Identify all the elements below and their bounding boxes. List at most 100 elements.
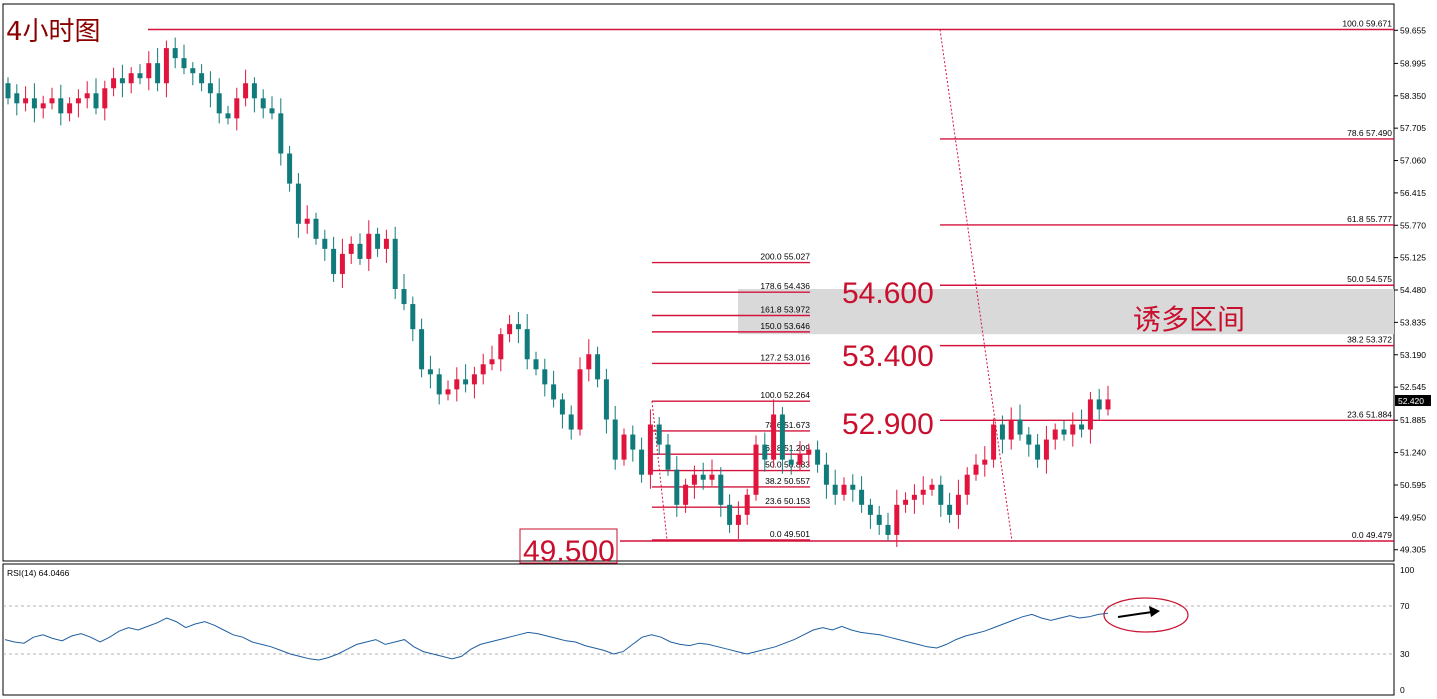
candle-body [111, 78, 117, 89]
candle-body [146, 63, 152, 79]
candle-body [49, 98, 55, 104]
rsi-tick-label: 30 [1400, 649, 1410, 659]
candle-body [1035, 444, 1041, 460]
price-tick-label: 54.480 [1400, 285, 1426, 295]
fib-left-label: 38.2 50.557 [765, 476, 810, 486]
candle-body [885, 524, 891, 535]
candle-body [533, 359, 539, 370]
zone-layer [738, 289, 1394, 335]
candle-body [1052, 429, 1058, 440]
candle-body [128, 73, 134, 84]
rsi-arrow-shaft [1117, 611, 1153, 618]
candle-body [973, 464, 979, 475]
fib-left-trendline [651, 401, 668, 540]
price-tick-label: 51.240 [1400, 448, 1426, 458]
candle-body [991, 424, 997, 460]
zone-label: 诱多区间 [1133, 303, 1245, 336]
candle-body [93, 93, 99, 109]
candle-body [480, 364, 486, 375]
fib-right-label: 50.0 54.575 [1347, 274, 1392, 284]
rsi-annotation-ellipse [1103, 597, 1189, 633]
candle-body [630, 434, 636, 450]
candle-body [806, 449, 812, 455]
candle-body [14, 93, 20, 104]
candle-body [5, 83, 11, 99]
candle-body [1026, 434, 1032, 445]
fib-left-label: 100.0 52.264 [760, 390, 810, 400]
candle-body [339, 253, 345, 274]
candle-body [172, 48, 178, 59]
price-tick-label: 55.770 [1400, 220, 1426, 230]
candle-body [542, 369, 548, 385]
fib-left-label: 0.0 49.501 [770, 529, 810, 539]
candle-body [524, 329, 530, 360]
fib-left-label: 23.6 50.153 [765, 496, 810, 506]
candle-body [304, 218, 310, 224]
candle-body [832, 484, 838, 495]
candle-body [234, 98, 240, 119]
candle-body [665, 444, 671, 470]
candle-body [119, 78, 125, 84]
candle-body [31, 98, 37, 109]
price-tick-label: 56.415 [1400, 188, 1426, 198]
candle-body [595, 354, 601, 380]
candle-body [155, 63, 161, 84]
candle-body [463, 379, 469, 385]
fib-left-label: 150.0 53.646 [760, 321, 810, 331]
candle-body [999, 424, 1005, 440]
fib-left-label: 78.6 51.673 [765, 420, 810, 430]
candle-body [982, 459, 988, 465]
price-tick-label: 50.595 [1400, 480, 1426, 490]
candle-body [454, 379, 460, 390]
candle-body [322, 238, 328, 249]
candle-body [1070, 424, 1076, 435]
candle-body [1043, 439, 1049, 460]
candle-body [771, 414, 777, 460]
level-label-52900: 52.900 [842, 408, 934, 441]
rsi-tick-label: 100 [1400, 565, 1414, 575]
candle-body [612, 419, 618, 460]
candle-body [216, 93, 222, 114]
candle-body [58, 98, 64, 114]
fib-right-label: 23.6 51.884 [1347, 409, 1392, 419]
fib-left-label: 200.0 55.027 [760, 252, 810, 262]
price-tick-label: 49.305 [1400, 545, 1426, 555]
candle-body [876, 514, 882, 525]
candle-body [850, 484, 856, 490]
current-price-tag [1395, 395, 1431, 406]
price-tick-label: 58.995 [1400, 58, 1426, 68]
candle-body [75, 98, 81, 104]
price-tick-label: 57.705 [1400, 123, 1426, 133]
candle-body [903, 499, 909, 505]
candle-body [718, 474, 724, 505]
candle-body [859, 489, 865, 505]
candle-body [551, 384, 557, 400]
bull-trap-zone [738, 289, 1394, 335]
rsi-arrow-head [1149, 606, 1160, 617]
candle-body [947, 504, 953, 515]
candle-layer [5, 37, 1111, 547]
candle-body [753, 444, 759, 495]
candle-body [383, 238, 389, 249]
candle-body [656, 424, 662, 445]
fib-left-label: 161.8 53.972 [760, 305, 810, 315]
price-tick-label: 51.885 [1400, 415, 1426, 425]
candle-body [621, 434, 627, 460]
candle-body [23, 98, 29, 104]
level-label-49500-box [519, 528, 618, 564]
candle-body [700, 474, 706, 480]
candle-body [331, 248, 337, 274]
candle-body [181, 58, 187, 69]
candle-body [392, 238, 398, 290]
rsi-tick-label: 70 [1400, 601, 1410, 611]
fib-left-label: 50.0 50.883 [765, 460, 810, 470]
candle-body [727, 504, 733, 525]
candle-body [295, 183, 301, 224]
candle-body [507, 324, 513, 335]
candle-body [586, 354, 592, 370]
fib-right-label: 78.6 57.490 [1347, 128, 1392, 138]
candle-body [929, 484, 935, 490]
candle-body [260, 98, 266, 109]
candle-body [639, 449, 645, 475]
candle-body [375, 233, 381, 249]
